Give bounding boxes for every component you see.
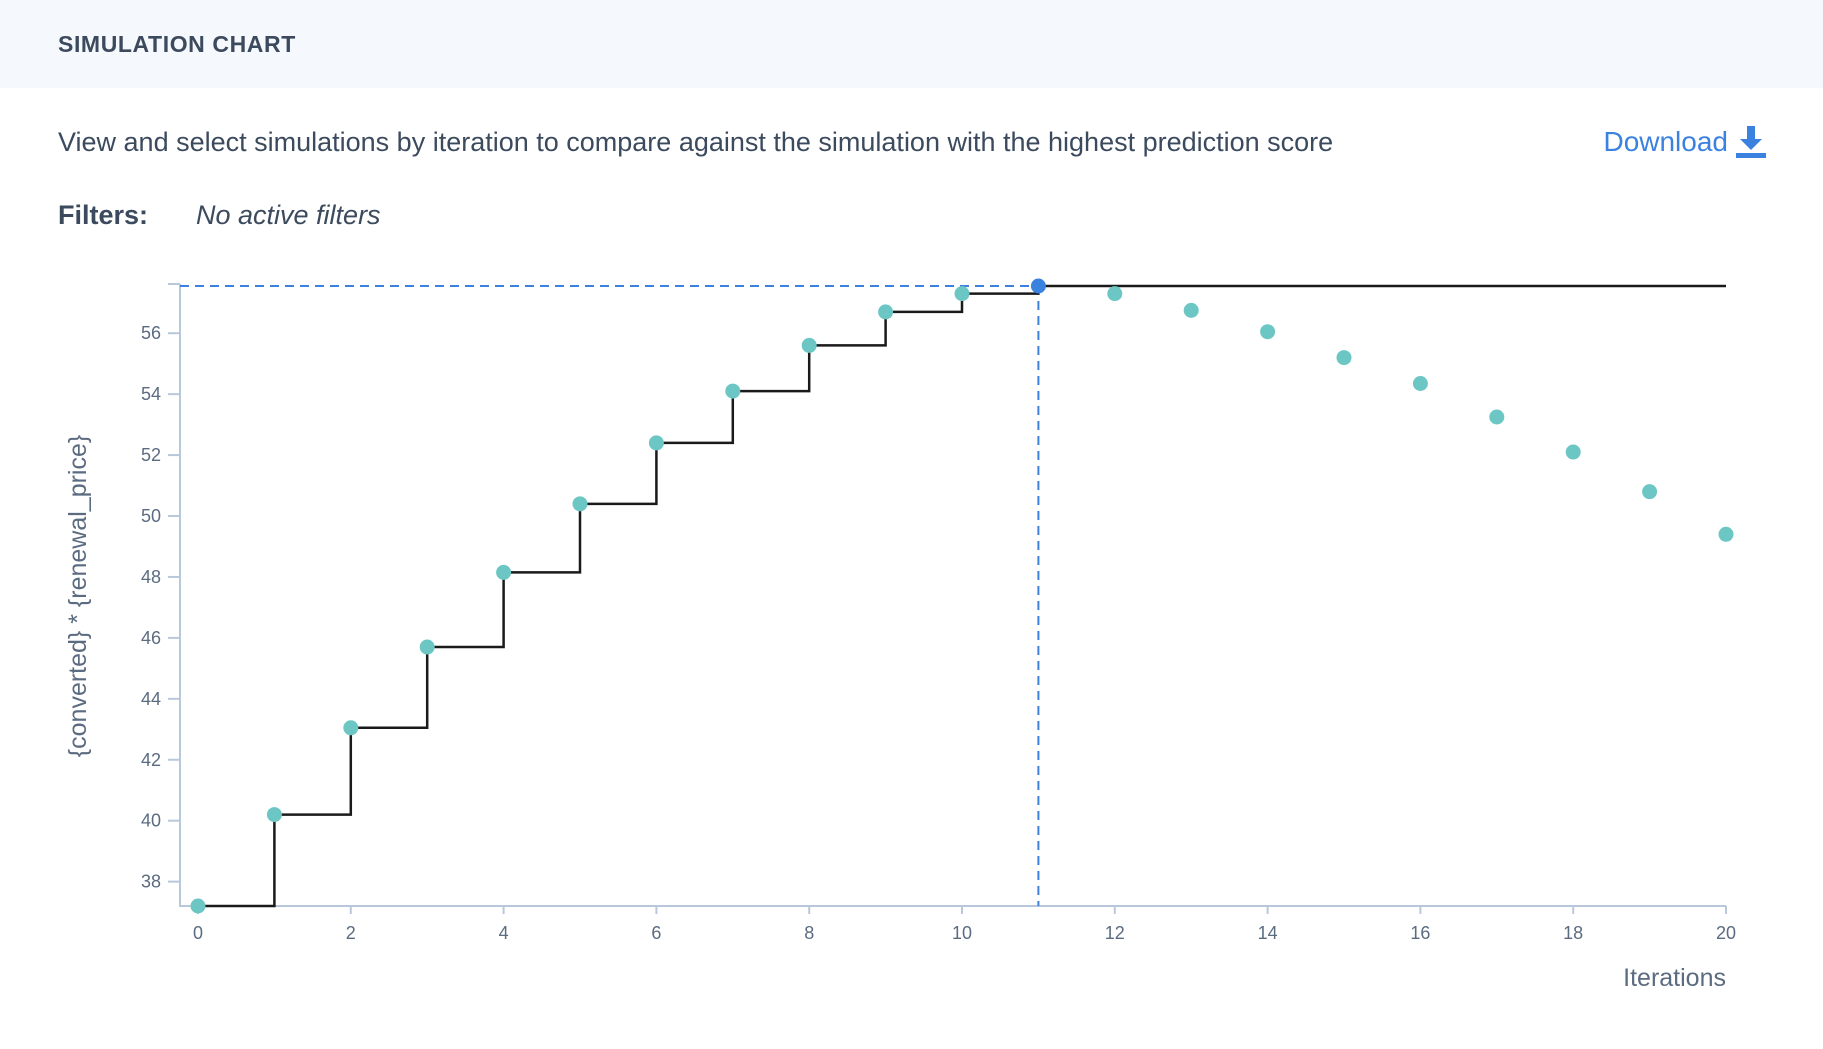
simulation-point[interactable] — [1718, 526, 1734, 542]
filters-value: No active filters — [196, 200, 381, 230]
x-tick-label: 8 — [804, 923, 814, 943]
x-tick-label: 2 — [346, 923, 356, 943]
y-tick-label: 38 — [141, 872, 161, 892]
simulation-point[interactable] — [648, 435, 664, 451]
filters-row: Filters: No active filters — [58, 200, 381, 231]
description-row: View and select simulations by iteration… — [58, 126, 1766, 158]
download-icon — [1736, 126, 1766, 158]
simulation-point[interactable] — [496, 564, 512, 580]
x-tick-label: 16 — [1410, 923, 1430, 943]
y-tick-label: 54 — [141, 384, 161, 404]
simulation-point[interactable] — [1489, 409, 1505, 425]
simulation-point[interactable] — [954, 286, 970, 302]
x-tick-label: 20 — [1716, 923, 1736, 943]
x-tick-label: 14 — [1258, 923, 1278, 943]
y-tick-label: 56 — [141, 323, 161, 343]
simulation-point[interactable] — [1107, 286, 1123, 302]
page-title: SIMULATION CHART — [58, 30, 296, 57]
y-tick-label: 48 — [141, 567, 161, 587]
simulation-point[interactable] — [1336, 350, 1352, 366]
best-score-step-line — [198, 284, 1726, 908]
simulation-point[interactable] — [343, 720, 359, 736]
filters-label: Filters: — [58, 200, 149, 230]
x-tick-label: 4 — [499, 923, 509, 943]
x-tick-label: 18 — [1563, 923, 1583, 943]
download-button[interactable]: Download — [1603, 126, 1766, 158]
simulation-point[interactable] — [190, 898, 206, 914]
simulation-point[interactable] — [1183, 302, 1199, 318]
y-tick-label: 42 — [141, 750, 161, 770]
simulation-point[interactable] — [266, 807, 282, 823]
x-tick-label: 0 — [193, 923, 203, 943]
simulation-point[interactable] — [1565, 444, 1581, 460]
y-axis-title: {converted} * {renewal_price} — [64, 435, 92, 757]
y-tick-label: 46 — [141, 628, 161, 648]
download-label: Download — [1603, 126, 1728, 157]
chart-header: SIMULATION CHART — [0, 0, 1823, 88]
selected-simulation-point[interactable] — [1030, 278, 1046, 294]
x-tick-label: 10 — [952, 923, 972, 943]
y-tick-label: 44 — [141, 689, 161, 709]
x-tick-label: 6 — [651, 923, 661, 943]
simulation-point[interactable] — [572, 496, 588, 512]
y-tick-label: 50 — [141, 506, 161, 526]
simulation-point[interactable] — [725, 383, 741, 399]
chart-description: View and select simulations by iteration… — [58, 126, 1334, 157]
simulation-point[interactable] — [1642, 484, 1658, 500]
y-tick-label: 52 — [141, 445, 161, 465]
x-tick-label: 12 — [1105, 923, 1125, 943]
simulation-point[interactable] — [878, 304, 894, 320]
simulation-point[interactable] — [1412, 375, 1428, 391]
simulation-point[interactable] — [1260, 324, 1276, 340]
x-axis-title: Iterations — [1623, 964, 1726, 992]
y-tick-label: 40 — [141, 811, 161, 831]
simulation-point[interactable] — [801, 337, 817, 353]
simulation-point[interactable] — [419, 639, 435, 655]
